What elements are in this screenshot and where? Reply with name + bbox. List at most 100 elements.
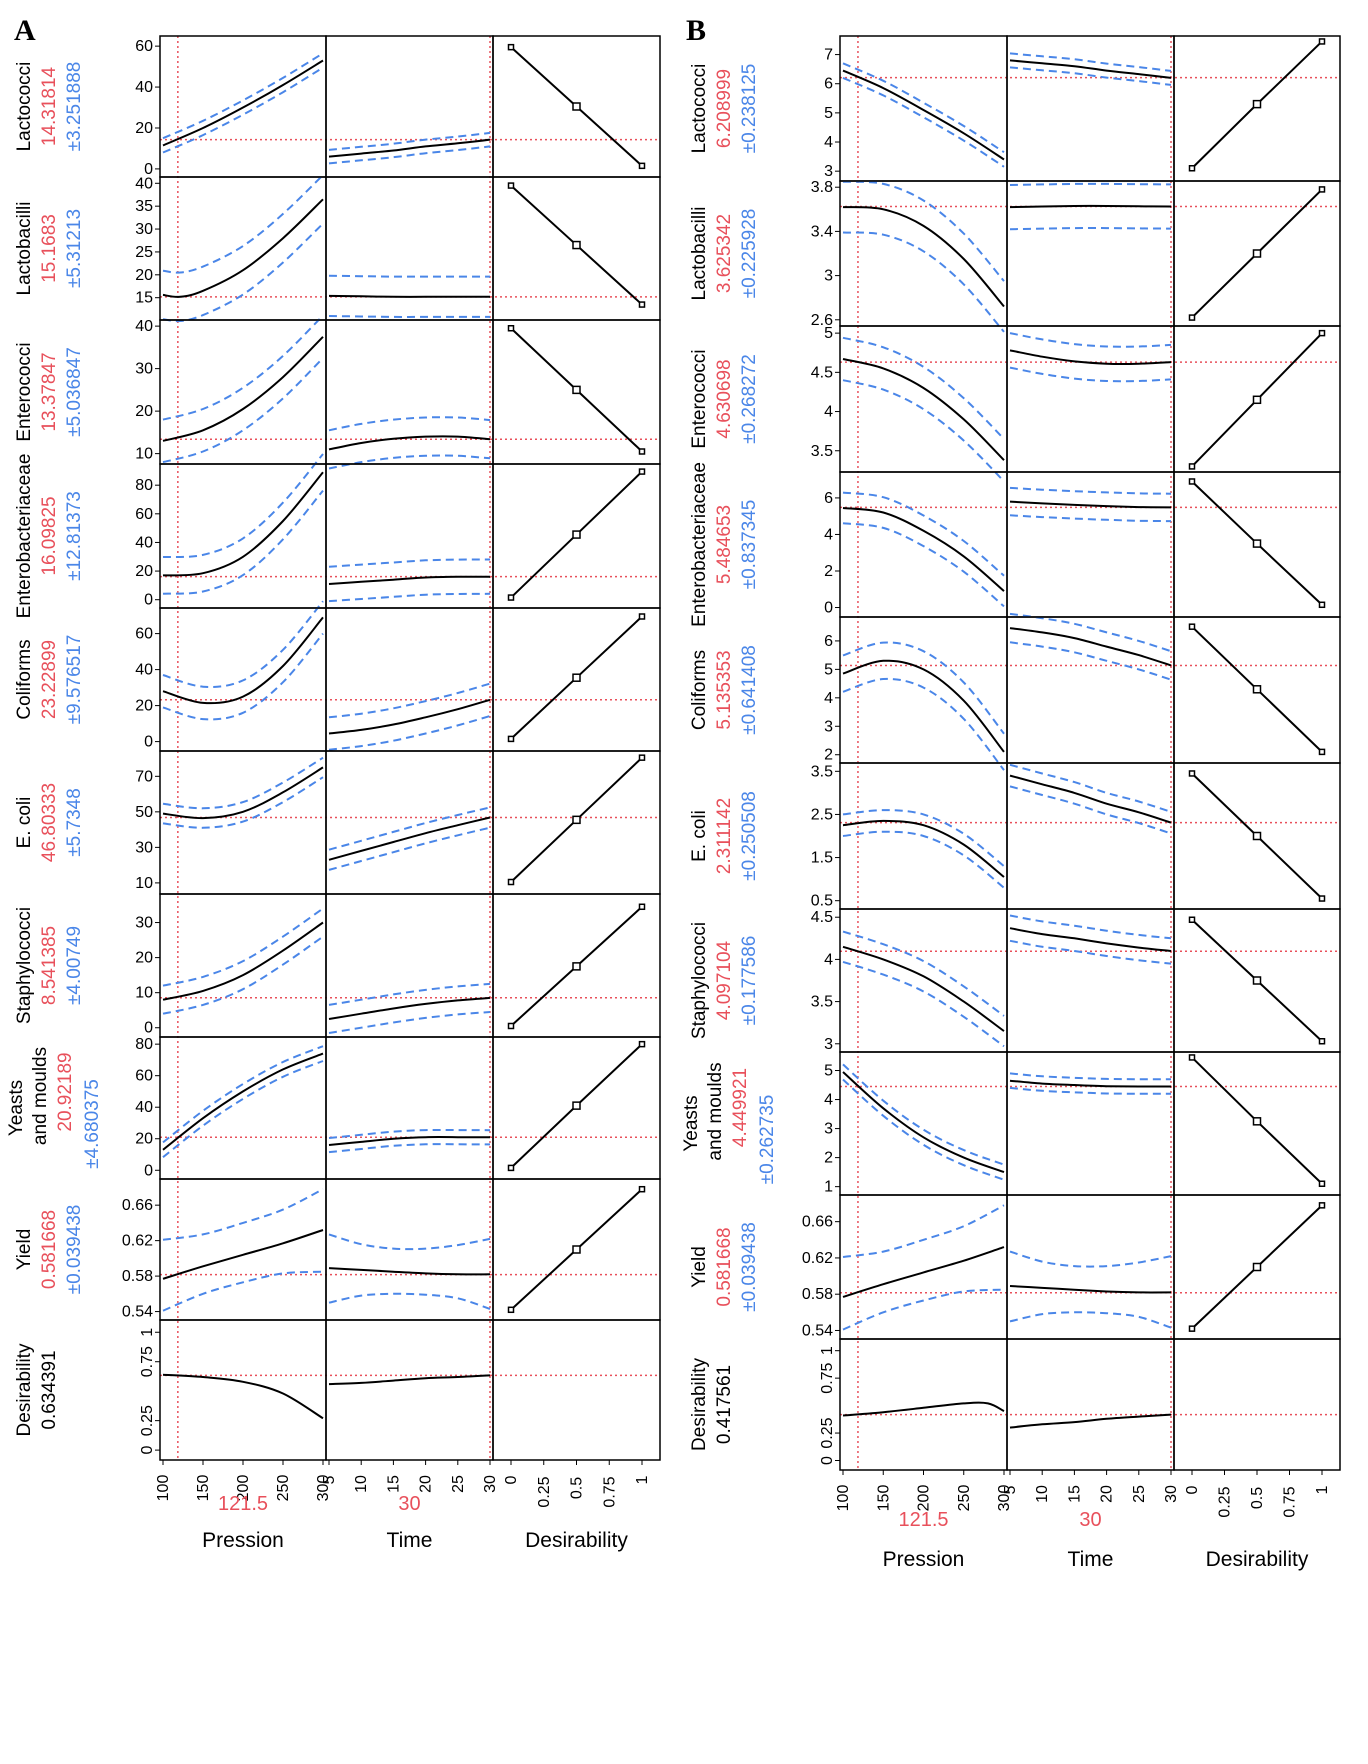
row-value: 4.449921 <box>730 1068 751 1147</box>
ci-upper-curve <box>328 1128 491 1139</box>
y-tick-label: 2.5 <box>811 806 833 823</box>
row-ci: ±0.177586 <box>739 936 760 1026</box>
profile-row: Yield 0.581668 ±0.039438 0.54 0.58 0.62 0.66 <box>14 1178 661 1321</box>
profile-curve-pression <box>162 59 324 147</box>
row-ci: ±5.31213 <box>64 209 85 288</box>
profile-row: Lactococci 6.208999 ±0.238125 3 4 5 6 7 <box>689 35 1341 182</box>
row-value: 6.208999 <box>714 69 735 148</box>
y-tick-label: 5 <box>824 1063 833 1080</box>
x-tick-label: 25 <box>450 1475 467 1493</box>
ci-lower-curve <box>1009 66 1172 86</box>
y-tick-label: 4 <box>824 134 833 151</box>
y-tick-label: 0 <box>144 592 153 609</box>
y-tick-label: 0.75 <box>139 1346 156 1377</box>
desirability-handle <box>1188 314 1196 321</box>
y-tick-label: 0.62 <box>802 1250 833 1267</box>
ci-lower-curve <box>328 826 491 871</box>
row-label: Staphylococci <box>689 922 710 1039</box>
plot-cell-frame <box>839 471 1008 618</box>
x-tick-label: 30 <box>482 1475 499 1493</box>
row-label: Desirability <box>14 1343 35 1436</box>
profile-curve-time <box>1009 204 1172 209</box>
y-tick-label: 40 <box>135 534 153 551</box>
desirability-handle <box>507 43 515 51</box>
ci-upper-curve <box>1009 182 1172 186</box>
plot-cell-frame <box>325 463 494 609</box>
row-ci: ±0.837345 <box>739 500 760 590</box>
ci-lower-curve <box>162 776 324 829</box>
profile-curve-pression <box>162 1229 324 1280</box>
y-tick-label: 20 <box>135 563 153 580</box>
y-tick-label: 80 <box>135 1036 153 1053</box>
y-tick-label: 4.5 <box>811 364 833 381</box>
ci-lower-curve <box>842 677 1005 771</box>
ci-lower-curve <box>328 145 491 165</box>
ci-upper-curve <box>328 682 491 719</box>
plot-cell-frame <box>492 1319 661 1461</box>
profile-curve-time <box>1009 927 1172 952</box>
ci-lower-curve <box>1009 227 1172 231</box>
profile-row: Lactobacilli 3.625342 ±0.225928 2.6 3 3.4 3.8 <box>689 179 1341 333</box>
ci-lower-curve <box>1009 785 1172 835</box>
profiler-panel-a: Lactococci 14.31814 ±3.251888 0 20 40 60 Lactob… <box>6 35 661 1552</box>
profile-curve-time <box>1009 349 1172 365</box>
panel-label-a: A <box>14 14 36 47</box>
profile-curve-pression <box>162 471 324 577</box>
row-value: 0.581668 <box>39 1210 60 1289</box>
ci-lower-curve <box>328 715 491 751</box>
desirability-handle <box>507 325 515 332</box>
ci-upper-curve <box>842 336 1005 440</box>
ci-lower-curve <box>328 1292 491 1310</box>
desirability-handle <box>1188 770 1196 777</box>
ci-lower-curve <box>328 592 491 603</box>
profile-curve-time <box>1009 59 1172 79</box>
x-tick-label: 25 <box>1131 1485 1148 1503</box>
y-tick-label: 30 <box>135 839 153 856</box>
x-tick-label: 300 <box>996 1485 1013 1512</box>
x-tick-label: 0.5 <box>569 1477 586 1499</box>
y-tick-label: 10 <box>135 875 153 892</box>
y-tick-label: 3.4 <box>811 223 833 240</box>
plot-cell-frame <box>325 607 494 752</box>
profile-curve-time <box>328 1136 491 1146</box>
y-tick-label: 20 <box>135 120 153 137</box>
y-tick-label: 60 <box>135 38 153 55</box>
row-label: Staphylococci <box>14 907 35 1024</box>
x-tick-label: 0.25 <box>536 1476 553 1507</box>
y-tick-label: 4 <box>824 526 833 543</box>
y-tick-label: 3 <box>824 718 833 735</box>
factor-name: Time <box>1068 1548 1114 1571</box>
profile-row: Staphylococci 4.097104 ±0.177586 3 3.5 4 4.5 <box>689 908 1341 1053</box>
x-tick-label: 0 <box>503 1475 520 1484</box>
y-tick-label: 70 <box>135 768 153 785</box>
ci-upper-curve <box>162 600 324 688</box>
row-value: 5.484653 <box>714 505 735 584</box>
y-tick-label: 2 <box>824 1150 833 1167</box>
ci-upper-curve <box>328 558 491 568</box>
factor-current-value: 30 <box>398 1493 420 1515</box>
profile-curve-pression <box>842 1246 1005 1298</box>
panel-label-b: B <box>686 14 706 47</box>
y-tick-label: 0 <box>144 1020 153 1037</box>
profile-row: E. coli 46.80333 ±5.7348 10 30 50 70 <box>14 750 661 895</box>
plot-cell-frame <box>839 1051 1008 1196</box>
y-tick-label: 60 <box>135 506 153 523</box>
row-label: E. coli <box>689 810 710 862</box>
row-ci: ±0.262735 <box>757 1095 778 1185</box>
desirability-handle <box>1318 1202 1326 1209</box>
profile-row: Coliforms 23.22899 ±9.576517 0 20 40 60 <box>14 600 661 752</box>
desirability-handle <box>1318 601 1326 609</box>
row-label: Lactobacilli <box>14 202 35 296</box>
ci-upper-curve <box>842 1063 1005 1166</box>
profile-curve-pression <box>842 1071 1005 1174</box>
profile-curve-pression <box>842 358 1005 461</box>
factor-current-value: 30 <box>1079 1509 1101 1531</box>
factor-name: Time <box>387 1529 433 1552</box>
y-tick-label: 3 <box>824 1036 833 1053</box>
desirability-handle <box>1188 1054 1196 1061</box>
ci-upper-curve <box>842 641 1005 735</box>
desirability-handle <box>1252 1262 1262 1272</box>
plot-cell-frame <box>325 1319 494 1461</box>
desirability-handle <box>507 1306 515 1314</box>
desirability-handle <box>1252 1117 1262 1126</box>
